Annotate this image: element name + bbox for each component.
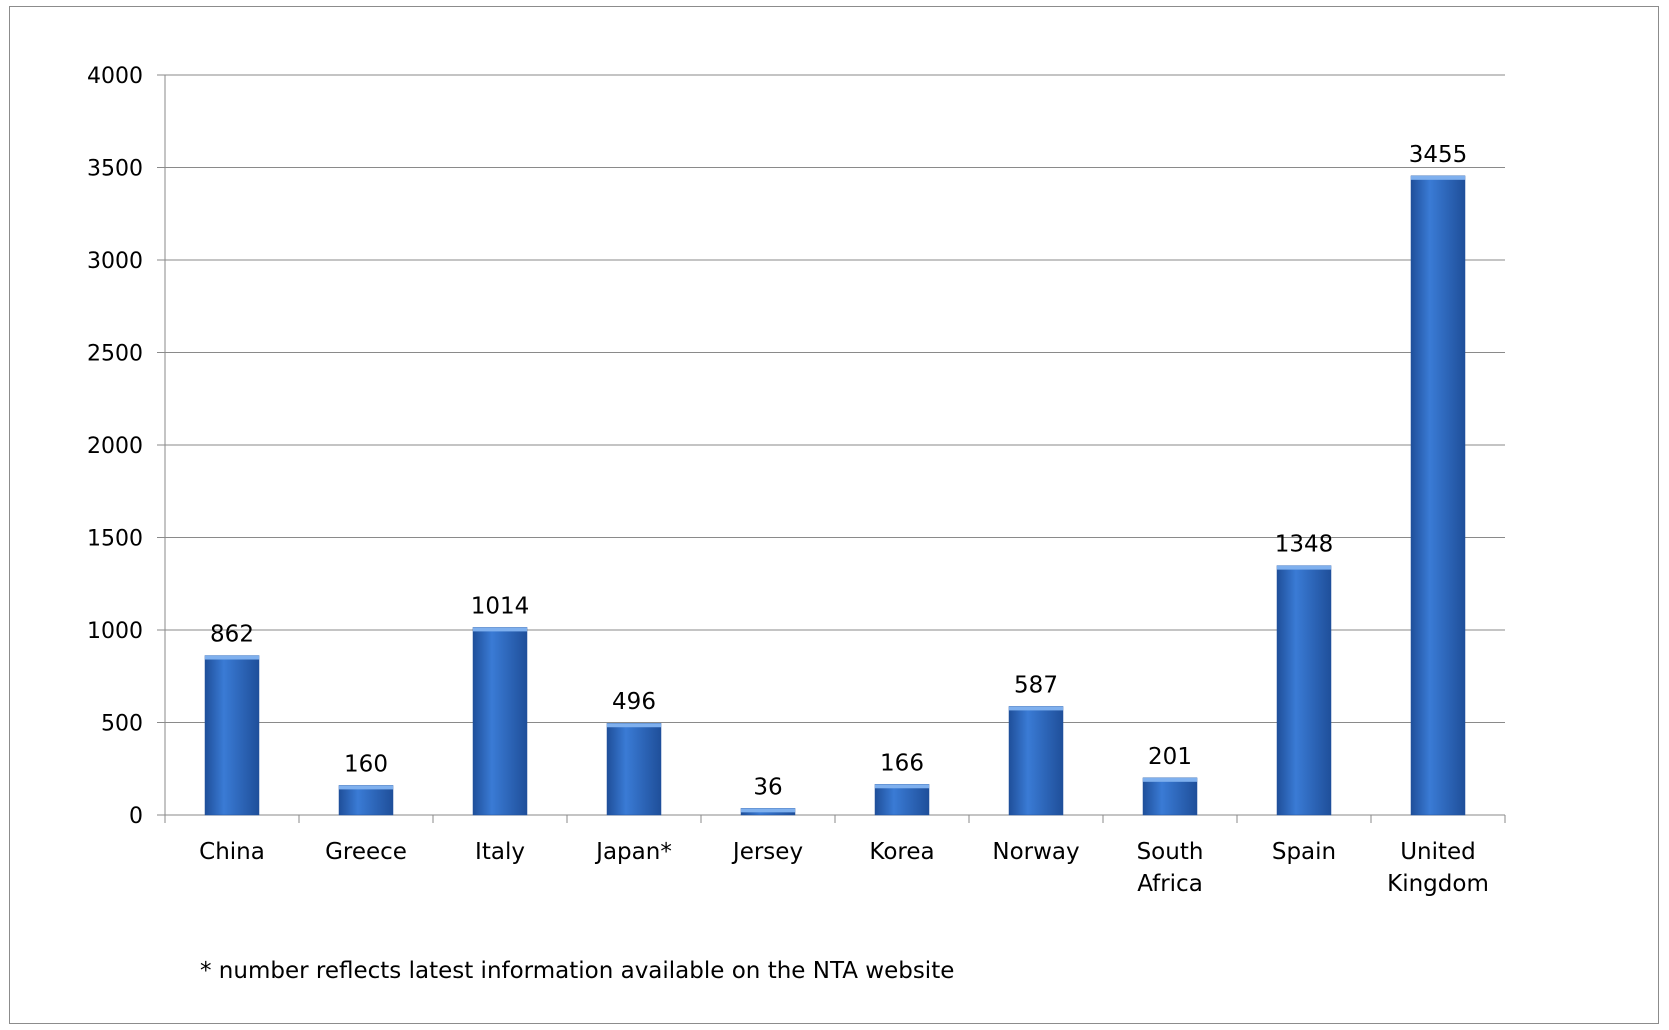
- y-tick-label: 1500: [87, 527, 143, 552]
- x-category-label: Spain: [1272, 839, 1336, 865]
- y-tick-label: 1000: [87, 619, 143, 644]
- bar: [472, 627, 528, 816]
- bar-top-highlight: [1143, 777, 1197, 782]
- data-label: 587: [1014, 672, 1058, 698]
- bar: [606, 722, 662, 816]
- x-category-label: China: [199, 839, 265, 865]
- bar-top-highlight: [1009, 706, 1063, 711]
- bar-top-highlight: [339, 785, 393, 790]
- bar: [1008, 706, 1064, 816]
- data-label: 201: [1148, 744, 1192, 770]
- y-axis-tick-labels: 0 500 1000 1500 2000 2500 3000 3500 4000: [87, 64, 143, 829]
- data-label: 496: [612, 689, 656, 715]
- data-label: 36: [753, 774, 782, 800]
- y-tick-label: 3500: [87, 157, 143, 182]
- x-category-label: Norway: [992, 839, 1079, 865]
- x-category-label: United Kingdom: [1387, 839, 1489, 897]
- y-tick-label: 2500: [87, 342, 143, 367]
- y-tick-label: 3000: [87, 249, 143, 274]
- data-label: 1014: [471, 593, 530, 619]
- bar: [1142, 777, 1198, 816]
- x-axis-category-labels: China Greece Italy Japan* Jersey Korea Norway S…: [199, 839, 1489, 897]
- chart-frame: 0 500 1000 1500 2000 2500 3000 3500 4000 862 160 1…: [9, 6, 1659, 1024]
- x-category-label: Greece: [325, 839, 407, 865]
- gridlines: [157, 74, 1505, 816]
- bar: [1410, 175, 1466, 816]
- x-category-label: Italy: [475, 839, 525, 865]
- bar: [1276, 565, 1332, 816]
- bar-top-highlight: [607, 723, 661, 728]
- data-label: 166: [880, 750, 924, 776]
- y-tick-label: 4000: [87, 64, 143, 89]
- data-labels: 862 160 1014 496 36 166 587 201 1348 3455: [210, 142, 1467, 801]
- data-label: 862: [210, 622, 254, 648]
- footnote: * number reflects latest information ava…: [200, 958, 955, 984]
- x-category-label: Korea: [869, 839, 934, 865]
- bar: [204, 655, 260, 816]
- y-tick-label: 2000: [87, 434, 143, 459]
- y-tick-label: 500: [101, 712, 143, 737]
- bar-chart: 0 500 1000 1500 2000 2500 3000 3500 4000 862 160 1…: [87, 64, 1506, 897]
- bar-top-highlight: [1411, 175, 1465, 180]
- data-label: 3455: [1409, 142, 1468, 168]
- bar-top-highlight: [875, 784, 929, 789]
- bar-top-highlight: [741, 808, 795, 813]
- data-label: 1348: [1275, 532, 1334, 558]
- bar: [338, 785, 394, 816]
- bar: [874, 784, 930, 816]
- x-category-label: Japan*: [594, 839, 672, 865]
- bar-top-highlight: [205, 655, 259, 660]
- x-category-label: Jersey: [731, 839, 803, 865]
- x-category-label: South Africa: [1137, 839, 1204, 897]
- bar-top-highlight: [1277, 565, 1331, 570]
- bars: [204, 175, 1466, 816]
- data-label: 160: [344, 751, 388, 777]
- y-tick-label: 0: [129, 804, 143, 829]
- bar-top-highlight: [473, 627, 527, 632]
